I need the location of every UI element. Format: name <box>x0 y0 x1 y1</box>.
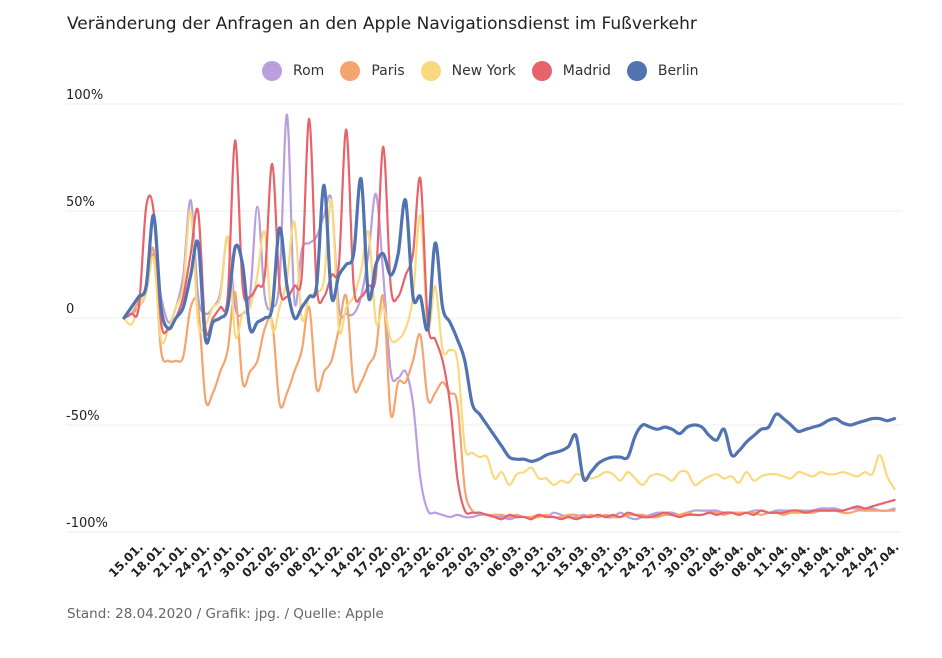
y-tick-label: -50% <box>66 409 100 424</box>
grid-layer <box>66 103 902 533</box>
legend-label-new-york: New York <box>451 63 516 79</box>
line-chart: 100%50%0-50%-100%15.01.18.01.21.01.24.01… <box>66 88 902 580</box>
legend-item-paris[interactable]: Paris <box>340 61 405 81</box>
legend-item-rom[interactable]: Rom <box>262 61 324 81</box>
legend-item-berlin[interactable]: Berlin <box>626 61 699 81</box>
series-line-berlin[interactable] <box>122 177 897 483</box>
series-line-new-york[interactable] <box>122 199 896 491</box>
legend-label-rom: Rom <box>293 63 325 79</box>
legend-label-paris: Paris <box>371 63 405 79</box>
y-tick-label: 100% <box>66 88 103 103</box>
y-tick-label: 0 <box>66 302 74 317</box>
axis-layer: 100%50%0-50%-100%15.01.18.01.21.01.24.01… <box>66 88 902 580</box>
y-tick-label: -100% <box>66 516 108 531</box>
legend-swatch-new-york <box>420 61 441 81</box>
legend-item-madrid[interactable]: Madrid <box>531 61 611 81</box>
legend-swatch-madrid <box>531 61 552 81</box>
legend-item-new-york[interactable]: New York <box>420 61 516 81</box>
legend-label-madrid: Madrid <box>562 63 611 79</box>
legend-label-berlin: Berlin <box>657 63 699 79</box>
source-note: Stand: 28.04.2020 / Grafik: jpg. / Quell… <box>67 606 384 622</box>
legend: Rom Paris New York Madrid Berlin <box>262 58 714 84</box>
legend-swatch-berlin <box>626 61 647 81</box>
series-line-paris[interactable] <box>122 246 896 519</box>
series-line-madrid[interactable] <box>122 117 896 521</box>
series-layer <box>122 113 897 521</box>
legend-swatch-paris <box>340 61 361 81</box>
y-tick-label: 50% <box>66 195 95 210</box>
chart-title: Veränderung der Anfragen an den Apple Na… <box>67 14 697 34</box>
legend-swatch-rom <box>262 61 282 81</box>
